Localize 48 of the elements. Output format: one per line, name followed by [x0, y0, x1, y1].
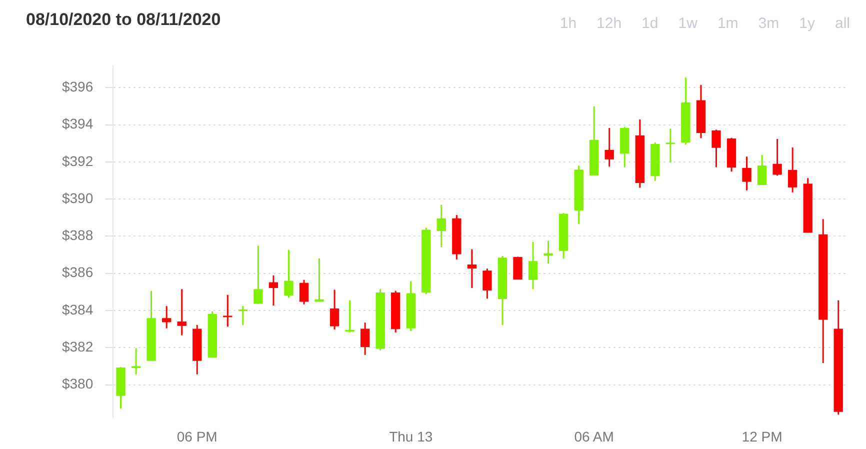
text: 1h [558, 14, 578, 34]
text: 1w [677, 14, 698, 34]
candlestick [604, 127, 614, 168]
y-tick-label: $386 [62, 264, 94, 280]
text: all [834, 14, 851, 34]
text: 1y [798, 14, 816, 34]
chart-title: 08/10/2020 to 08/11/2020 [26, 10, 221, 30]
candlestick [772, 138, 782, 176]
candlestick [544, 240, 553, 264]
candlestick [177, 288, 186, 336]
candlestick [482, 268, 492, 300]
candlestick [131, 347, 141, 376]
y-tick-label: $388 [62, 227, 94, 244]
candlestick [742, 156, 752, 192]
candlestick [284, 249, 294, 298]
candlestick [238, 305, 248, 326]
candlestick [467, 248, 477, 289]
y-tick-label: $384 [62, 301, 94, 318]
text: 1d [640, 14, 660, 34]
candlestick [513, 256, 522, 280]
x-tick-label: 12 PM [742, 428, 782, 444]
y-tick-label: $392 [62, 152, 94, 169]
text: 3m [757, 14, 780, 34]
x-tick-label: 06 AM [574, 428, 614, 444]
candlestick [254, 244, 263, 305]
candlestick [712, 128, 721, 168]
candlestick [788, 146, 798, 194]
text: 12h [596, 14, 623, 34]
y-tick-label: $382 [62, 338, 94, 354]
candlestick [268, 274, 278, 306]
candlestick [345, 300, 354, 334]
candlestick [528, 241, 538, 290]
candlestick [330, 288, 340, 330]
x-tick-label: 06 PM [176, 428, 218, 444]
candlestick [666, 128, 675, 164]
candlestick [757, 154, 767, 186]
text: 1m [716, 14, 740, 34]
y-tick-label: $380 [62, 376, 94, 392]
candlestick [436, 204, 446, 248]
candlestick [314, 258, 324, 303]
candlestick [360, 322, 370, 356]
candlestick [162, 305, 172, 330]
y-tick-label: $394 [62, 116, 94, 132]
x-tick-label: Thu 13 [389, 428, 433, 444]
y-tick-label: $390 [62, 190, 94, 206]
candlestick [299, 279, 309, 306]
candlestick [223, 294, 232, 328]
y-tick-label: $396 [62, 78, 94, 95]
